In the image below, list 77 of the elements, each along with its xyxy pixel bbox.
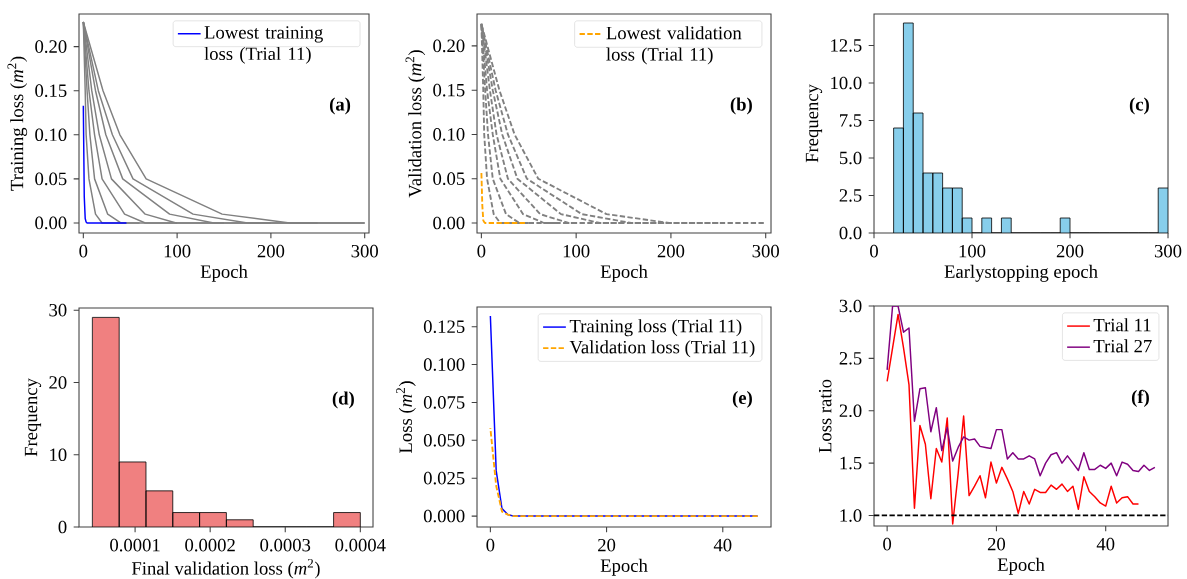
- x-tick-label: 100: [164, 244, 191, 258]
- y-axis-title: Frequency: [805, 84, 823, 163]
- annotation: (f): [1131, 389, 1149, 407]
- annotation: (b): [730, 97, 752, 115]
- y-tick-label: 0.100: [423, 358, 465, 371]
- annotation: (d): [332, 391, 354, 409]
- y-tick-label: 20: [49, 376, 67, 389]
- legend-label: Lowest training loss (Trial 11): [204, 26, 323, 64]
- x-tick-label: 0.0003: [260, 538, 311, 552]
- y-tick-label: 3.0: [839, 299, 862, 313]
- x-tick-label: 0: [486, 538, 495, 552]
- y-tick-label: 30: [49, 303, 67, 317]
- y-tick-label: 0.125: [423, 320, 465, 334]
- x-tick-label: 0.0002: [185, 538, 235, 552]
- y-tick-label: 0.0: [839, 226, 862, 240]
- y-tick-label: 7.5: [840, 114, 862, 127]
- x-tick-label: 100: [563, 244, 590, 258]
- x-tick-label: 200: [657, 244, 685, 258]
- x-tick-label: 40: [713, 538, 732, 552]
- y-axis-title: Loss ratio: [818, 379, 832, 453]
- y-axis-title: Training loss (m$^{2}$): [7, 56, 28, 191]
- y-tick-label: 10: [50, 448, 67, 462]
- x-tick-label: 0.0001: [110, 538, 160, 552]
- legend-label: Trial 11: [1093, 318, 1151, 332]
- y-axis-title: Loss (m$^{2}$): [396, 381, 416, 453]
- y-tick-label: 2.0: [839, 404, 862, 418]
- x-axis-title: Epoch: [600, 558, 648, 576]
- y-tick-label: 0.15: [35, 84, 67, 98]
- y-tick-label: 0.00: [433, 216, 465, 230]
- x-tick-label: 20: [987, 537, 1006, 551]
- x-tick-label: 300: [752, 244, 779, 258]
- x-axis-title: Epoch: [600, 264, 648, 282]
- y-tick-label: 2.5: [839, 352, 862, 365]
- legend-label: Training loss (Trial 11): [569, 319, 742, 337]
- x-tick-label: 20: [598, 538, 616, 552]
- x-tick-label: 0: [79, 244, 88, 258]
- legend-label: Trial 27: [1093, 339, 1152, 353]
- x-tick-label: 0: [870, 244, 878, 258]
- y-tick-label: 0.15: [433, 83, 465, 97]
- y-tick-label: 0: [58, 520, 67, 534]
- y-tick-label: 0.025: [423, 471, 465, 485]
- x-tick-label: 100: [959, 244, 986, 258]
- y-tick-label: 5.0: [839, 151, 862, 165]
- y-tick-label: 1.5: [840, 456, 862, 470]
- y-tick-label: 12.5: [831, 39, 862, 52]
- y-tick-label: 0.075: [423, 396, 465, 409]
- y-tick-label: 10.0: [831, 76, 862, 90]
- y-tick-label: 0.20: [35, 40, 67, 53]
- annotation: (e): [732, 390, 752, 408]
- y-tick-label: 0.00: [35, 216, 67, 230]
- x-axis-title: Epoch: [200, 264, 248, 282]
- y-axis-title: Validation loss (m$^{2}$): [405, 50, 426, 198]
- legend-label: Validation loss (Trial 11): [569, 340, 755, 358]
- x-tick-label: 40: [1096, 537, 1115, 551]
- annotation: (c): [1129, 97, 1149, 115]
- x-tick-label: 300: [1154, 244, 1182, 258]
- y-tick-label: 0.10: [35, 128, 67, 142]
- legend-label: Lowest validation loss (Trial 11): [606, 26, 742, 65]
- x-tick-label: 0.0004: [335, 538, 386, 552]
- x-axis-title: Final validation loss (m$^{2}$): [131, 558, 320, 579]
- y-tick-label: 2.5: [839, 189, 862, 202]
- x-tick-label: 0: [883, 537, 892, 551]
- x-tick-label: 200: [1056, 244, 1084, 258]
- x-axis-title: Epoch: [997, 557, 1045, 575]
- y-tick-label: 0.000: [423, 509, 465, 523]
- y-tick-label: 0.05: [433, 172, 465, 186]
- x-axis-title: Earlystopping epoch: [944, 264, 1098, 282]
- y-tick-label: 0.050: [423, 433, 465, 447]
- x-tick-label: 200: [257, 244, 285, 258]
- y-tick-label: 0.05: [35, 172, 67, 186]
- x-tick-label: 0: [477, 244, 486, 258]
- y-tick-label: 0.20: [433, 39, 465, 53]
- y-axis-title: Frequency: [24, 378, 42, 457]
- y-tick-label: 1.0: [840, 509, 862, 522]
- x-tick-label: 300: [351, 244, 378, 258]
- annotation: (a): [329, 97, 351, 115]
- y-tick-label: 0.10: [433, 128, 465, 141]
